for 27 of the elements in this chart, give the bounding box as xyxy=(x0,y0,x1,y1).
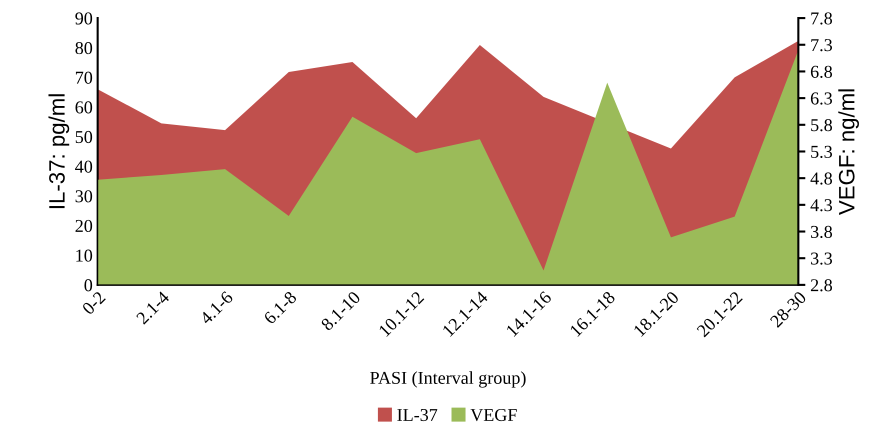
x-tick-label: 0-2 xyxy=(82,290,106,316)
y2-tick-label: 3.8 xyxy=(811,226,832,238)
y-tick-label: 80 xyxy=(75,42,92,54)
y2-tick-label: 4.3 xyxy=(810,199,832,212)
y2-tick-label: 3.3 xyxy=(811,252,832,265)
legend-label: VEGF xyxy=(470,408,517,422)
y-axis-title: IL-37: pg/ml xyxy=(48,94,70,208)
y2-tick-label: 5.3 xyxy=(811,146,832,158)
y-tick-label: 60 xyxy=(76,101,92,114)
y2-tick-label: 5.8 xyxy=(811,119,832,132)
x-axis-title: PASI (Interval group) xyxy=(370,371,526,388)
y-tick-label: 70 xyxy=(76,72,92,84)
y2-tick-label: 7.8 xyxy=(811,12,832,25)
y-tick-label: 0 xyxy=(84,279,92,292)
y2-tick-label: 6.8 xyxy=(810,66,832,78)
y2-axis-title: VEGF: ng/ml xyxy=(838,89,859,215)
legend-label: IL-37 xyxy=(397,408,438,422)
y2-tick-label: 2.8 xyxy=(810,279,832,292)
y-tick-label: 40 xyxy=(75,160,92,173)
y2-tick-label: 6.3 xyxy=(810,92,832,105)
y-tick-label: 90 xyxy=(75,12,92,25)
y-tick-label: 50 xyxy=(76,130,92,144)
y-tick-label: 10 xyxy=(76,250,92,262)
y2-tick-label: 7.3 xyxy=(811,39,832,52)
y-tick-label: 30 xyxy=(76,190,92,202)
y-tick-label: 20 xyxy=(76,220,92,232)
y2-tick-label: 4.8 xyxy=(810,172,832,185)
